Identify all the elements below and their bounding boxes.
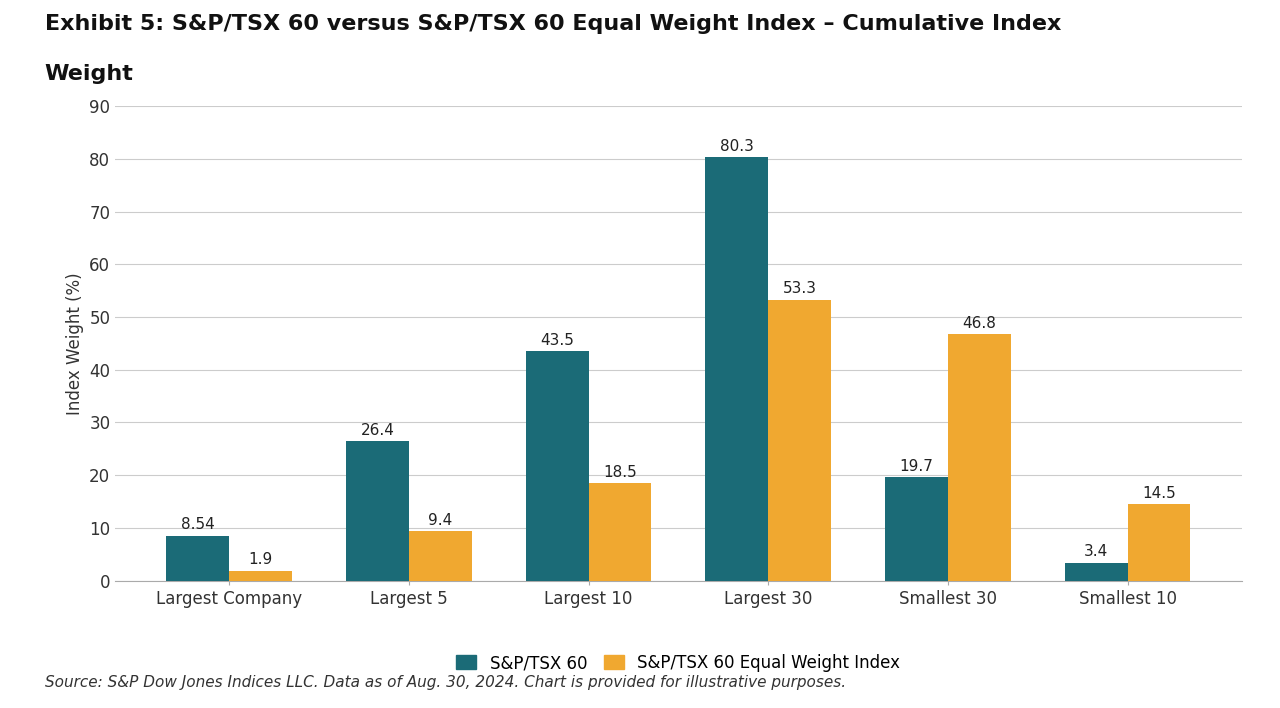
Bar — [884, 476, 948, 581]
Bar — [408, 531, 472, 581]
Text: 53.3: 53.3 — [782, 282, 817, 297]
Text: Source: S&P Dow Jones Indices LLC. Data as of Aug. 30, 2024. Chart is provided f: Source: S&P Dow Jones Indices LLC. Data … — [45, 675, 846, 690]
Bar — [948, 334, 1011, 581]
Text: 1.9: 1.9 — [248, 552, 273, 567]
Text: 18.5: 18.5 — [603, 465, 637, 480]
Text: 14.5: 14.5 — [1142, 486, 1176, 501]
Text: 43.5: 43.5 — [540, 333, 573, 348]
Bar — [589, 483, 652, 581]
Text: 9.4: 9.4 — [429, 513, 453, 528]
Y-axis label: Index Weight (%): Index Weight (%) — [65, 272, 83, 415]
Legend: S&P/TSX 60, S&P/TSX 60 Equal Weight Index: S&P/TSX 60, S&P/TSX 60 Equal Weight Inde… — [448, 646, 909, 680]
Text: 80.3: 80.3 — [719, 139, 754, 154]
Bar — [166, 535, 229, 581]
Bar — [346, 441, 408, 581]
Bar — [705, 157, 768, 581]
Text: 8.54: 8.54 — [180, 518, 215, 532]
Text: 26.4: 26.4 — [361, 423, 394, 438]
Text: 46.8: 46.8 — [963, 316, 996, 331]
Text: 3.4: 3.4 — [1084, 544, 1108, 559]
Bar — [768, 299, 831, 581]
Text: Weight: Weight — [45, 64, 133, 84]
Bar — [1065, 563, 1128, 581]
Bar — [229, 571, 292, 581]
Text: 19.7: 19.7 — [900, 459, 933, 474]
Bar — [526, 351, 589, 581]
Text: Exhibit 5: S&P/TSX 60 versus S&P/TSX 60 Equal Weight Index – Cumulative Index: Exhibit 5: S&P/TSX 60 versus S&P/TSX 60 … — [45, 14, 1061, 34]
Bar — [1128, 504, 1190, 581]
